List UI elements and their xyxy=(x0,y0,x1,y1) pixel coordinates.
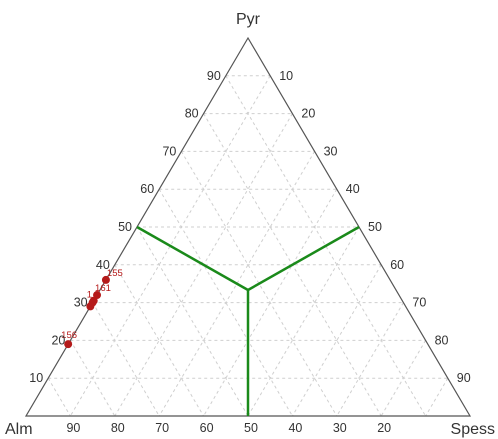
grid-line-spess-80 xyxy=(380,340,427,417)
tick-label-left-20: 20 xyxy=(51,333,65,347)
data-point-6 xyxy=(64,340,73,349)
tick-label-bottom-90: 90 xyxy=(66,421,80,435)
tick-label-left-70: 70 xyxy=(162,144,176,158)
grid-line-alm-80 xyxy=(69,340,116,417)
field-boundaries xyxy=(136,225,360,416)
apex-label-spess: Spess xyxy=(451,421,495,438)
tick-label-left-90: 90 xyxy=(207,69,221,83)
tick-labels: 10 20 30 40 50 60 70 80 90 10 20 30 40 50 60 70 80 90 90 80… xyxy=(29,69,470,435)
tick-label-right-10: 10 xyxy=(279,69,293,83)
tick-label-right-90: 90 xyxy=(457,371,471,385)
grid-line-spess-70 xyxy=(336,302,404,417)
apex-label-pyr: Pyr xyxy=(236,11,261,28)
apex-label-alm: Alm xyxy=(5,421,33,438)
tick-label-bottom-80: 80 xyxy=(111,421,125,435)
data-point-5 xyxy=(86,302,95,311)
tick-label-right-20: 20 xyxy=(301,107,315,121)
grid-line-alm-70 xyxy=(92,302,160,417)
grid-line-alm-60 xyxy=(114,264,205,417)
grid-line-spess-40 xyxy=(203,188,338,417)
grid-line-alm-90 xyxy=(47,377,71,417)
tick-label-left-10: 10 xyxy=(29,371,43,385)
tick-label-bottom-60: 60 xyxy=(200,421,214,435)
grid-line-alm-50 xyxy=(136,226,249,417)
point-label-1: 1 xyxy=(87,290,92,301)
tick-label-left-50: 50 xyxy=(118,220,132,234)
tick-label-right-80: 80 xyxy=(435,333,449,347)
data-point-1 xyxy=(101,275,110,284)
tick-label-left-80: 80 xyxy=(185,107,199,121)
tick-label-bottom-20: 20 xyxy=(377,421,391,435)
boundary-line-2 xyxy=(247,225,360,292)
grid-line-spess-90 xyxy=(425,377,449,417)
tick-label-left-60: 60 xyxy=(140,182,154,196)
tick-label-right-50: 50 xyxy=(368,220,382,234)
ternary-grid xyxy=(47,75,449,417)
boundary-line-1 xyxy=(136,225,249,292)
tick-label-bottom-40: 40 xyxy=(288,421,302,435)
tick-label-bottom-50: 50 xyxy=(244,421,258,435)
tick-label-right-60: 60 xyxy=(390,258,404,272)
tick-label-right-30: 30 xyxy=(324,144,338,158)
tick-label-left-30: 30 xyxy=(74,296,88,310)
tick-label-bottom-30: 30 xyxy=(333,421,347,435)
grid-line-spess-60 xyxy=(291,264,382,417)
tick-label-bottom-70: 70 xyxy=(155,421,169,435)
point-label-155: 155 xyxy=(107,268,123,279)
tick-label-right-70: 70 xyxy=(412,296,426,310)
point-label-156: 156 xyxy=(61,330,77,341)
point-label-161: 161 xyxy=(95,283,111,294)
tick-label-left-40: 40 xyxy=(96,258,110,272)
tick-label-right-40: 40 xyxy=(346,182,360,196)
grid-line-spess-50 xyxy=(247,226,360,417)
